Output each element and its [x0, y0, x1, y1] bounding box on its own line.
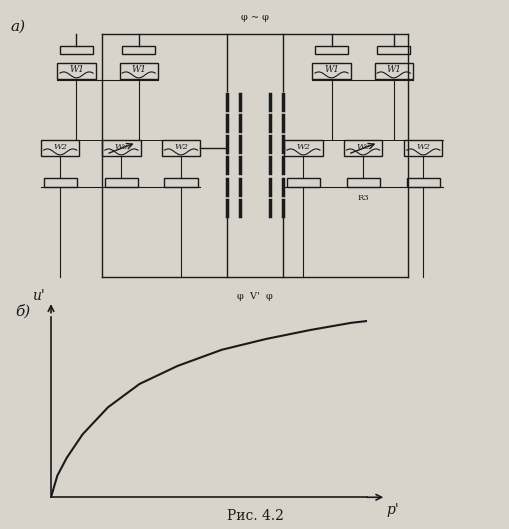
Bar	[41, 140, 79, 157]
Bar	[57, 63, 96, 79]
Text: u': u'	[32, 289, 45, 303]
Text: Wc: Wc	[115, 142, 128, 151]
Bar	[315, 46, 348, 54]
Text: φ  V'  φ: φ V' φ	[237, 292, 272, 301]
Bar	[374, 63, 412, 79]
Bar	[312, 63, 350, 79]
Text: а): а)	[10, 20, 25, 33]
Text: W2: W2	[174, 142, 188, 151]
Text: W1: W1	[69, 65, 84, 74]
Text: Рис. 4.2: Рис. 4.2	[226, 509, 283, 523]
Bar	[162, 140, 200, 157]
Text: W2: W2	[296, 142, 310, 151]
Bar	[406, 178, 439, 187]
Text: W1: W1	[385, 65, 401, 74]
Bar	[105, 178, 137, 187]
Text: W1: W1	[131, 65, 146, 74]
Text: б): б)	[15, 304, 31, 318]
Bar	[377, 46, 410, 54]
Text: p': p'	[385, 503, 398, 517]
Bar	[404, 140, 442, 157]
Text: φ ~ φ: φ ~ φ	[241, 13, 268, 22]
Text: Wc: Wc	[356, 142, 369, 151]
Bar	[343, 140, 382, 157]
Bar	[164, 178, 197, 187]
Text: W2: W2	[53, 142, 67, 151]
Text: R3: R3	[357, 194, 368, 202]
Bar	[346, 178, 379, 187]
Bar	[120, 63, 158, 79]
Text: W2: W2	[415, 142, 430, 151]
Bar	[102, 140, 140, 157]
Bar	[122, 46, 155, 54]
Text: W1: W1	[323, 65, 338, 74]
Bar	[284, 140, 322, 157]
Bar	[286, 178, 320, 187]
Bar	[60, 46, 93, 54]
Bar	[43, 178, 77, 187]
